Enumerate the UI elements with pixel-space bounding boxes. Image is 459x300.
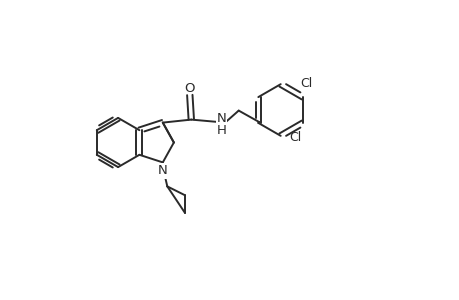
- Text: O: O: [184, 82, 195, 95]
- Text: H: H: [217, 124, 226, 137]
- Text: Cl: Cl: [299, 77, 312, 91]
- Text: Cl: Cl: [288, 131, 301, 144]
- Text: N: N: [157, 164, 168, 177]
- Text: N: N: [217, 112, 226, 125]
